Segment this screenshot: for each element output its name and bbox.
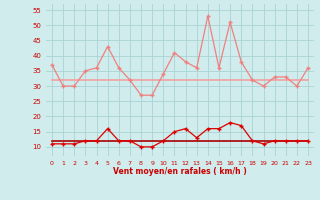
X-axis label: Vent moyen/en rafales ( km/h ): Vent moyen/en rafales ( km/h )	[113, 167, 247, 176]
